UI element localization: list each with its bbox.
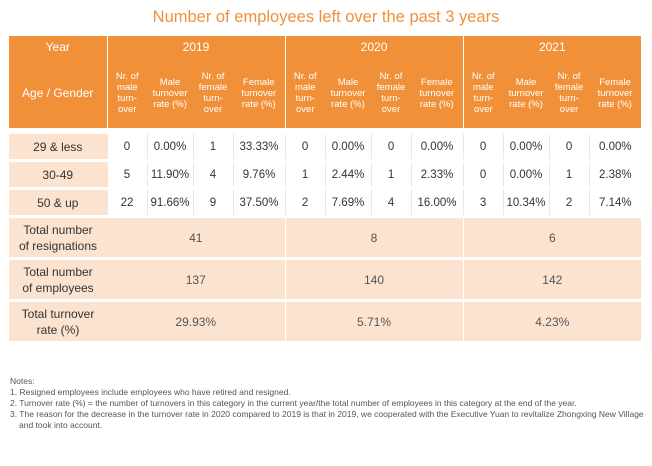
table-cell: 0: [548, 134, 590, 162]
total-value: 29.93%: [107, 299, 286, 341]
table-cell: 7.69%: [324, 188, 372, 218]
table-row: 29 & less 0 0.00% 1 33.33% 0 0.00% 0 0.00% 0 0.00%…: [9, 134, 642, 162]
column-header: Nr. of male turn-over: [284, 58, 326, 128]
column-header: Female turnover rate (%): [233, 58, 286, 128]
table-cell: 22: [106, 188, 147, 218]
column-header: Male turnover rate (%): [503, 58, 550, 128]
table-cell: 0.00%: [502, 134, 550, 162]
note-item: 1. Resigned employees include employees …: [10, 387, 291, 397]
year-2021: 2021: [462, 36, 642, 58]
column-header: Female turnover rate (%): [411, 58, 464, 128]
notes: Notes: 1. Resigned employees include emp…: [10, 376, 645, 431]
table-cell: 0.00%: [502, 160, 550, 190]
table-cell: 2: [284, 188, 326, 218]
total-label: Total number of employees: [9, 257, 107, 301]
table-cell: 5: [106, 160, 147, 190]
table-cell: 0.00%: [588, 134, 642, 162]
total-label: Total number of resignations: [9, 215, 107, 259]
table-cell: 1: [548, 160, 590, 190]
table-cell: 91.66%: [146, 188, 193, 218]
notes-heading: Notes:: [10, 376, 35, 386]
table-cell: 37.50%: [232, 188, 286, 218]
table-cell: 0: [462, 134, 504, 162]
table-cell: 2.44%: [324, 160, 372, 190]
total-value: 137: [107, 257, 286, 301]
row-label: 30-49: [9, 160, 107, 190]
total-value: 6: [462, 215, 642, 259]
year-label: Year: [9, 36, 107, 58]
column-header: Female turnover rate (%): [589, 58, 642, 128]
column-header-row: Age / Gender Nr. of male turn-over Male turn…: [9, 58, 642, 128]
table-cell: 1: [192, 134, 233, 162]
column-header: Nr. of female turn-over: [549, 58, 590, 128]
total-row: Total number of employees 137 140 142: [9, 257, 642, 301]
column-header: Male turnover rate (%): [147, 58, 193, 128]
total-value: 41: [107, 215, 286, 259]
table-cell: 9.76%: [232, 160, 286, 190]
note-item: 2. Turnover rate (%) = the number of tur…: [10, 398, 577, 408]
row-label: 29 & less: [9, 134, 107, 162]
note-item: 3. The reason for the decrease in the tu…: [10, 409, 644, 430]
column-header: Male turnover rate (%): [325, 58, 372, 128]
table-cell: 10.34%: [502, 188, 550, 218]
total-value: 4.23%: [462, 299, 642, 341]
table-cell: 0.00%: [324, 134, 372, 162]
table-cell: 4: [370, 188, 412, 218]
table-cell: 0.00%: [146, 134, 193, 162]
table-row: 30-49 5 11.90% 4 9.76% 1 2.44% 1 2.33% 0 0.00% 1 2.3…: [9, 160, 642, 190]
year-2020: 2020: [284, 36, 464, 58]
table-cell: 9: [192, 188, 233, 218]
table-cell: 0: [462, 160, 504, 190]
year-2019: 2019: [106, 36, 286, 58]
year-header-row: Year 2019 2020 2021: [9, 36, 642, 58]
age-gender-label: Age / Gender: [9, 58, 107, 128]
total-row: Total number of resignations 41 8 6: [9, 215, 642, 259]
column-header: Nr. of male turn-over: [106, 58, 147, 128]
table-cell: 7.14%: [588, 188, 642, 218]
total-value: 8: [284, 215, 464, 259]
table-cell: 0: [106, 134, 147, 162]
column-header: Nr. of female turn-over: [193, 58, 233, 128]
total-value: 5.71%: [284, 299, 464, 341]
column-header: Nr. of male turn-over: [462, 58, 504, 128]
table-row: 50 & up 22 91.66% 9 37.50% 2 7.69% 4 16.00% 3 10.3…: [9, 188, 642, 218]
table-cell: 2.33%: [410, 160, 464, 190]
page-title: Number of employees left over the past 3…: [152, 8, 500, 26]
table-cell: 33.33%: [232, 134, 286, 162]
table-cell: 0: [370, 134, 412, 162]
table-cell: 2: [548, 188, 590, 218]
total-value: 142: [462, 257, 642, 301]
total-row: Total turnover rate (%) 29.93% 5.71% 4.23%: [9, 299, 642, 341]
table-cell: 1: [370, 160, 412, 190]
table-cell: 11.90%: [146, 160, 193, 190]
table-cell: 0.00%: [410, 134, 464, 162]
row-label: 50 & up: [9, 188, 107, 218]
table-cell: 3: [462, 188, 504, 218]
table-cell: 1: [284, 160, 326, 190]
table-cell: 2.38%: [588, 160, 642, 190]
table-cell: 16.00%: [410, 188, 464, 218]
turnover-table: Year 2019 2020 2021 Age / Gender Nr. of m…: [9, 36, 642, 341]
column-header: Nr. of female turn-over: [371, 58, 412, 128]
table-cell: 4: [192, 160, 233, 190]
total-value: 140: [284, 257, 464, 301]
total-label: Total turnover rate (%): [9, 299, 107, 341]
table-cell: 0: [284, 134, 326, 162]
